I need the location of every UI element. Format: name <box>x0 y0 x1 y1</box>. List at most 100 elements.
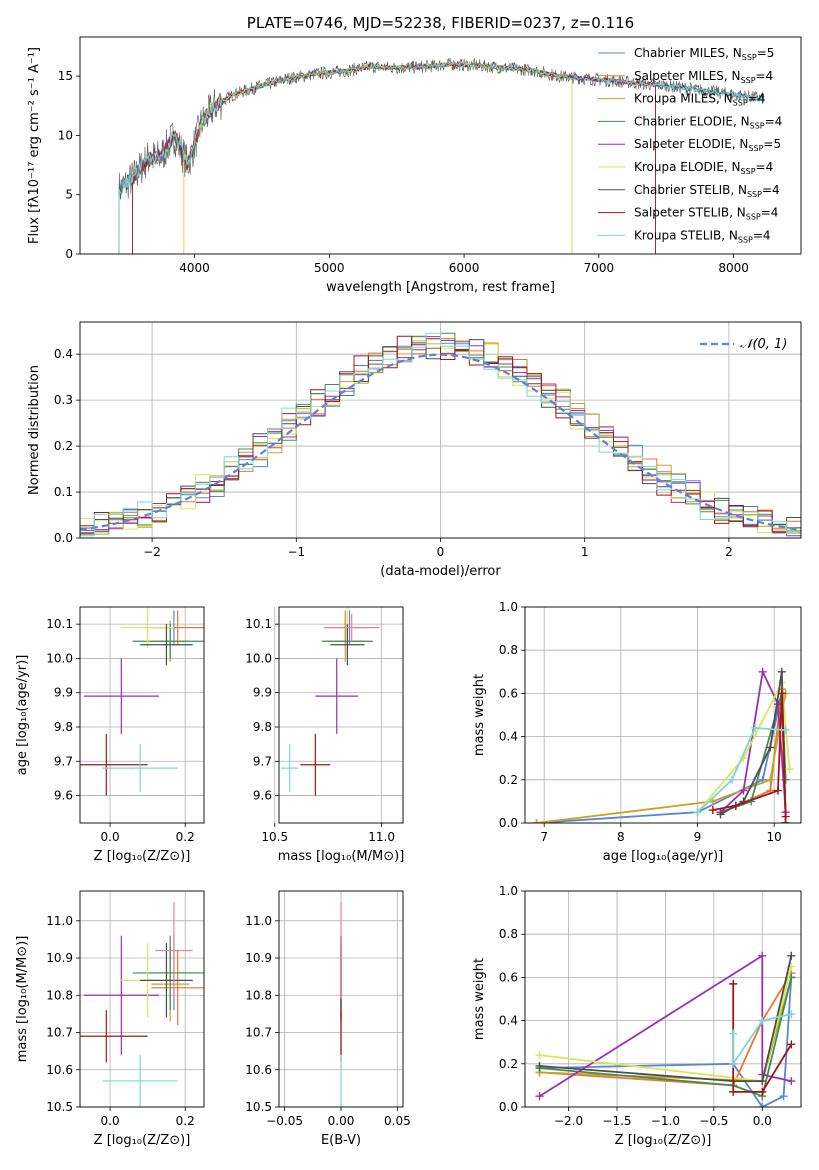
weight-marker-kroupa_stelib <box>787 1010 796 1019</box>
spectrum-frame <box>79 36 802 255</box>
legend-label-sub: SSP <box>741 167 756 176</box>
weight-marker-kroupa_stelib <box>729 1059 738 1068</box>
legend-label-chabrier_miles: Chabrier MILES, NSSP=5 <box>634 46 774 62</box>
legend-label-kroupa_stelib: Kroupa STELIB, NSSP=4 <box>634 228 771 244</box>
legend-label-text: Kroupa STELIB, N <box>634 228 738 242</box>
weight-line-chabrier_stelib <box>539 955 793 1082</box>
weight-marker-salpeter_stelib <box>729 979 738 988</box>
weight-marker-kroupa_elodie <box>785 765 794 773</box>
residuals-ytick-label: 0.2 <box>54 439 73 453</box>
weight_vs_Z-xtick-label: 0.0 <box>753 1114 772 1128</box>
legend-label-suffix: =4 <box>762 183 780 197</box>
legend-label-suffix: =5 <box>757 46 775 60</box>
spectrum-ytick-label: 10 <box>58 128 73 142</box>
legend-label-suffix: =5 <box>763 137 781 151</box>
age_vs_mass-plot-area <box>281 607 380 796</box>
spectrum-ylabel: Flux [fλ10⁻¹⁷ erg cm⁻² s⁻¹ A⁻¹] <box>27 47 42 244</box>
weight-marker-chabrier_stelib <box>716 810 725 819</box>
legend-label-text: Salpeter STELIB, N <box>634 206 746 220</box>
spectrum-title: PLATE=0746, MJD=52238, FIBERID=0237, z=0… <box>247 14 634 32</box>
residuals-axes: −2 −1 0 1 2 0.0 0.1 0.2 0.3 0.4 <box>54 322 801 559</box>
legend-label-suffix: =4 <box>748 92 766 106</box>
age_vs_mass-ytick-label: 9.6 <box>253 789 272 803</box>
weight-marker-salpeter_stelib <box>729 1087 738 1096</box>
legend-label-text: Chabrier STELIB, N <box>634 183 747 197</box>
weight-marker-kroupa_miles <box>532 819 541 823</box>
weight-marker-kroupa_stelib <box>728 775 736 784</box>
mass_vs_Z-ytick-label: 10.9 <box>46 951 73 965</box>
weight-marker-kroupa_miles <box>766 775 775 784</box>
residuals-ytick-label: 0.3 <box>54 393 73 407</box>
mass_vs_EBV-ytick-label: 11.0 <box>245 914 272 928</box>
weight-marker-chabrier_stelib <box>535 1061 544 1070</box>
legend-label-text: Salpeter MILES, N <box>634 69 741 83</box>
weight_vs_age-ytick-label: 1.0 <box>499 600 518 614</box>
weight_vs_age-frame <box>524 606 802 824</box>
legend-label-suffix: =4 <box>756 160 774 174</box>
age_vs_mass-xtick-label: 11.0 <box>368 830 395 844</box>
mass_vs_EBV-ytick-label: 10.6 <box>245 1063 272 1077</box>
weight-line-chabrier_elodie <box>539 977 793 1098</box>
spectrum-xtick-label: 8000 <box>718 261 749 275</box>
legend-label-sub: SSP <box>742 53 757 62</box>
mass_vs_EBV-frame <box>278 890 404 1108</box>
weight_vs_Z-ytick-label: 0.8 <box>499 927 518 941</box>
age_vs_Z-xlabel: Z [log₁₀(Z/Z⊙)] <box>94 849 191 864</box>
legend-label-sub: SSP <box>750 121 765 130</box>
residuals-xtick-label: 1 <box>581 545 589 559</box>
mass_vs_Z-plot-area <box>80 902 204 1107</box>
spectrum-model-salpeter_stelib <box>132 62 656 254</box>
weight_vs_age-xtick-label: 10 <box>767 830 782 844</box>
residuals-ytick-label: 0.4 <box>54 347 73 361</box>
weight-line-kroupa_elodie <box>696 681 791 813</box>
legend-label-chabrier_elodie: Chabrier ELODIE, NSSP=4 <box>634 114 782 130</box>
weight_vs_age-axes: 7 8 9 10 0.0 0.2 0.4 0.6 0.8 1.0 <box>499 600 801 844</box>
weight_vs_age-xtick-label: 9 <box>694 830 702 844</box>
weight-marker-salpeter_stelib <box>774 786 782 795</box>
weight-marker-kroupa_elodie <box>535 1051 544 1060</box>
weight-marker-kroupa_stelib <box>758 1016 767 1025</box>
legend-label-salpeter_stelib: Salpeter STELIB, NSSP=4 <box>634 206 778 222</box>
spectrum-xtick-label: 5000 <box>314 261 345 275</box>
age_vs_mass-frame <box>278 606 404 824</box>
legend-label-text: Salpeter ELODIE, N <box>634 137 748 151</box>
weight_vs_age-ylabel: mass weight <box>472 674 487 756</box>
legend-label-suffix: =4 <box>765 114 783 128</box>
spectrum-xtick-label: 4000 <box>179 261 210 275</box>
weight-marker-chabrier_miles <box>779 1092 788 1101</box>
age_vs_mass-axes: 10.5 11.0 9.6 9.7 9.8 9.9 10.0 10.1 <box>245 607 403 844</box>
legend-label-text: Chabrier ELODIE, N <box>634 114 750 128</box>
mass_vs_Z-ytick-label: 10.7 <box>46 1026 73 1040</box>
weight-marker-salpeter_stelib <box>708 806 717 815</box>
weight-marker-salpeter_elodie <box>758 667 767 676</box>
residuals-xtick-label: 2 <box>725 545 733 559</box>
weight-marker-salpeter_stelib <box>781 812 790 821</box>
age_vs_Z-plot-area <box>80 607 204 796</box>
spectrum-xtick-label: 7000 <box>584 261 615 275</box>
age_vs_mass-ytick-label: 9.9 <box>253 686 272 700</box>
gaussian-curve <box>80 353 801 531</box>
age_vs_Z-ytick-label: 9.8 <box>54 720 73 734</box>
weight_vs_Z-frame <box>524 890 802 1108</box>
residuals-ytick-label: 0.0 <box>54 531 73 545</box>
weight_vs_Z-plot-area <box>535 951 796 1107</box>
weight-marker-chabrier_stelib <box>787 951 796 960</box>
legend-label-suffix: =4 <box>756 69 774 83</box>
spectrum-xlabel: wavelength [Angstrom, rest frame] <box>326 280 555 295</box>
age_vs_mass-ytick-label: 9.7 <box>253 754 272 768</box>
spectrum-axes: 4000 5000 6000 7000 8000 0 5 10 15 <box>58 69 749 275</box>
mass_vs_EBV-ytick-label: 10.8 <box>245 988 272 1002</box>
mass_vs_Z-ytick-label: 11.0 <box>46 914 73 928</box>
spectrum-xtick-label: 6000 <box>449 261 480 275</box>
legend-label-kroupa_elodie: Kroupa ELODIE, NSSP=4 <box>634 160 773 176</box>
age_vs_Z-ytick-label: 10.1 <box>46 617 73 631</box>
weight-marker-salpeter_elodie <box>787 1077 796 1086</box>
weight-line-salpeter_elodie <box>539 954 792 1097</box>
spectrum-plot-area <box>118 57 765 254</box>
histogram-kroupa_stelib <box>80 332 801 537</box>
weight-marker-chabrier_stelib <box>766 743 775 752</box>
weight_vs_age-ytick-label: 0.8 <box>499 643 518 657</box>
weight_vs_age-ytick-label: 0.6 <box>499 686 518 700</box>
weight-marker-chabrier_stelib <box>777 667 786 676</box>
weight_vs_Z-ytick-label: 0.6 <box>499 970 518 984</box>
